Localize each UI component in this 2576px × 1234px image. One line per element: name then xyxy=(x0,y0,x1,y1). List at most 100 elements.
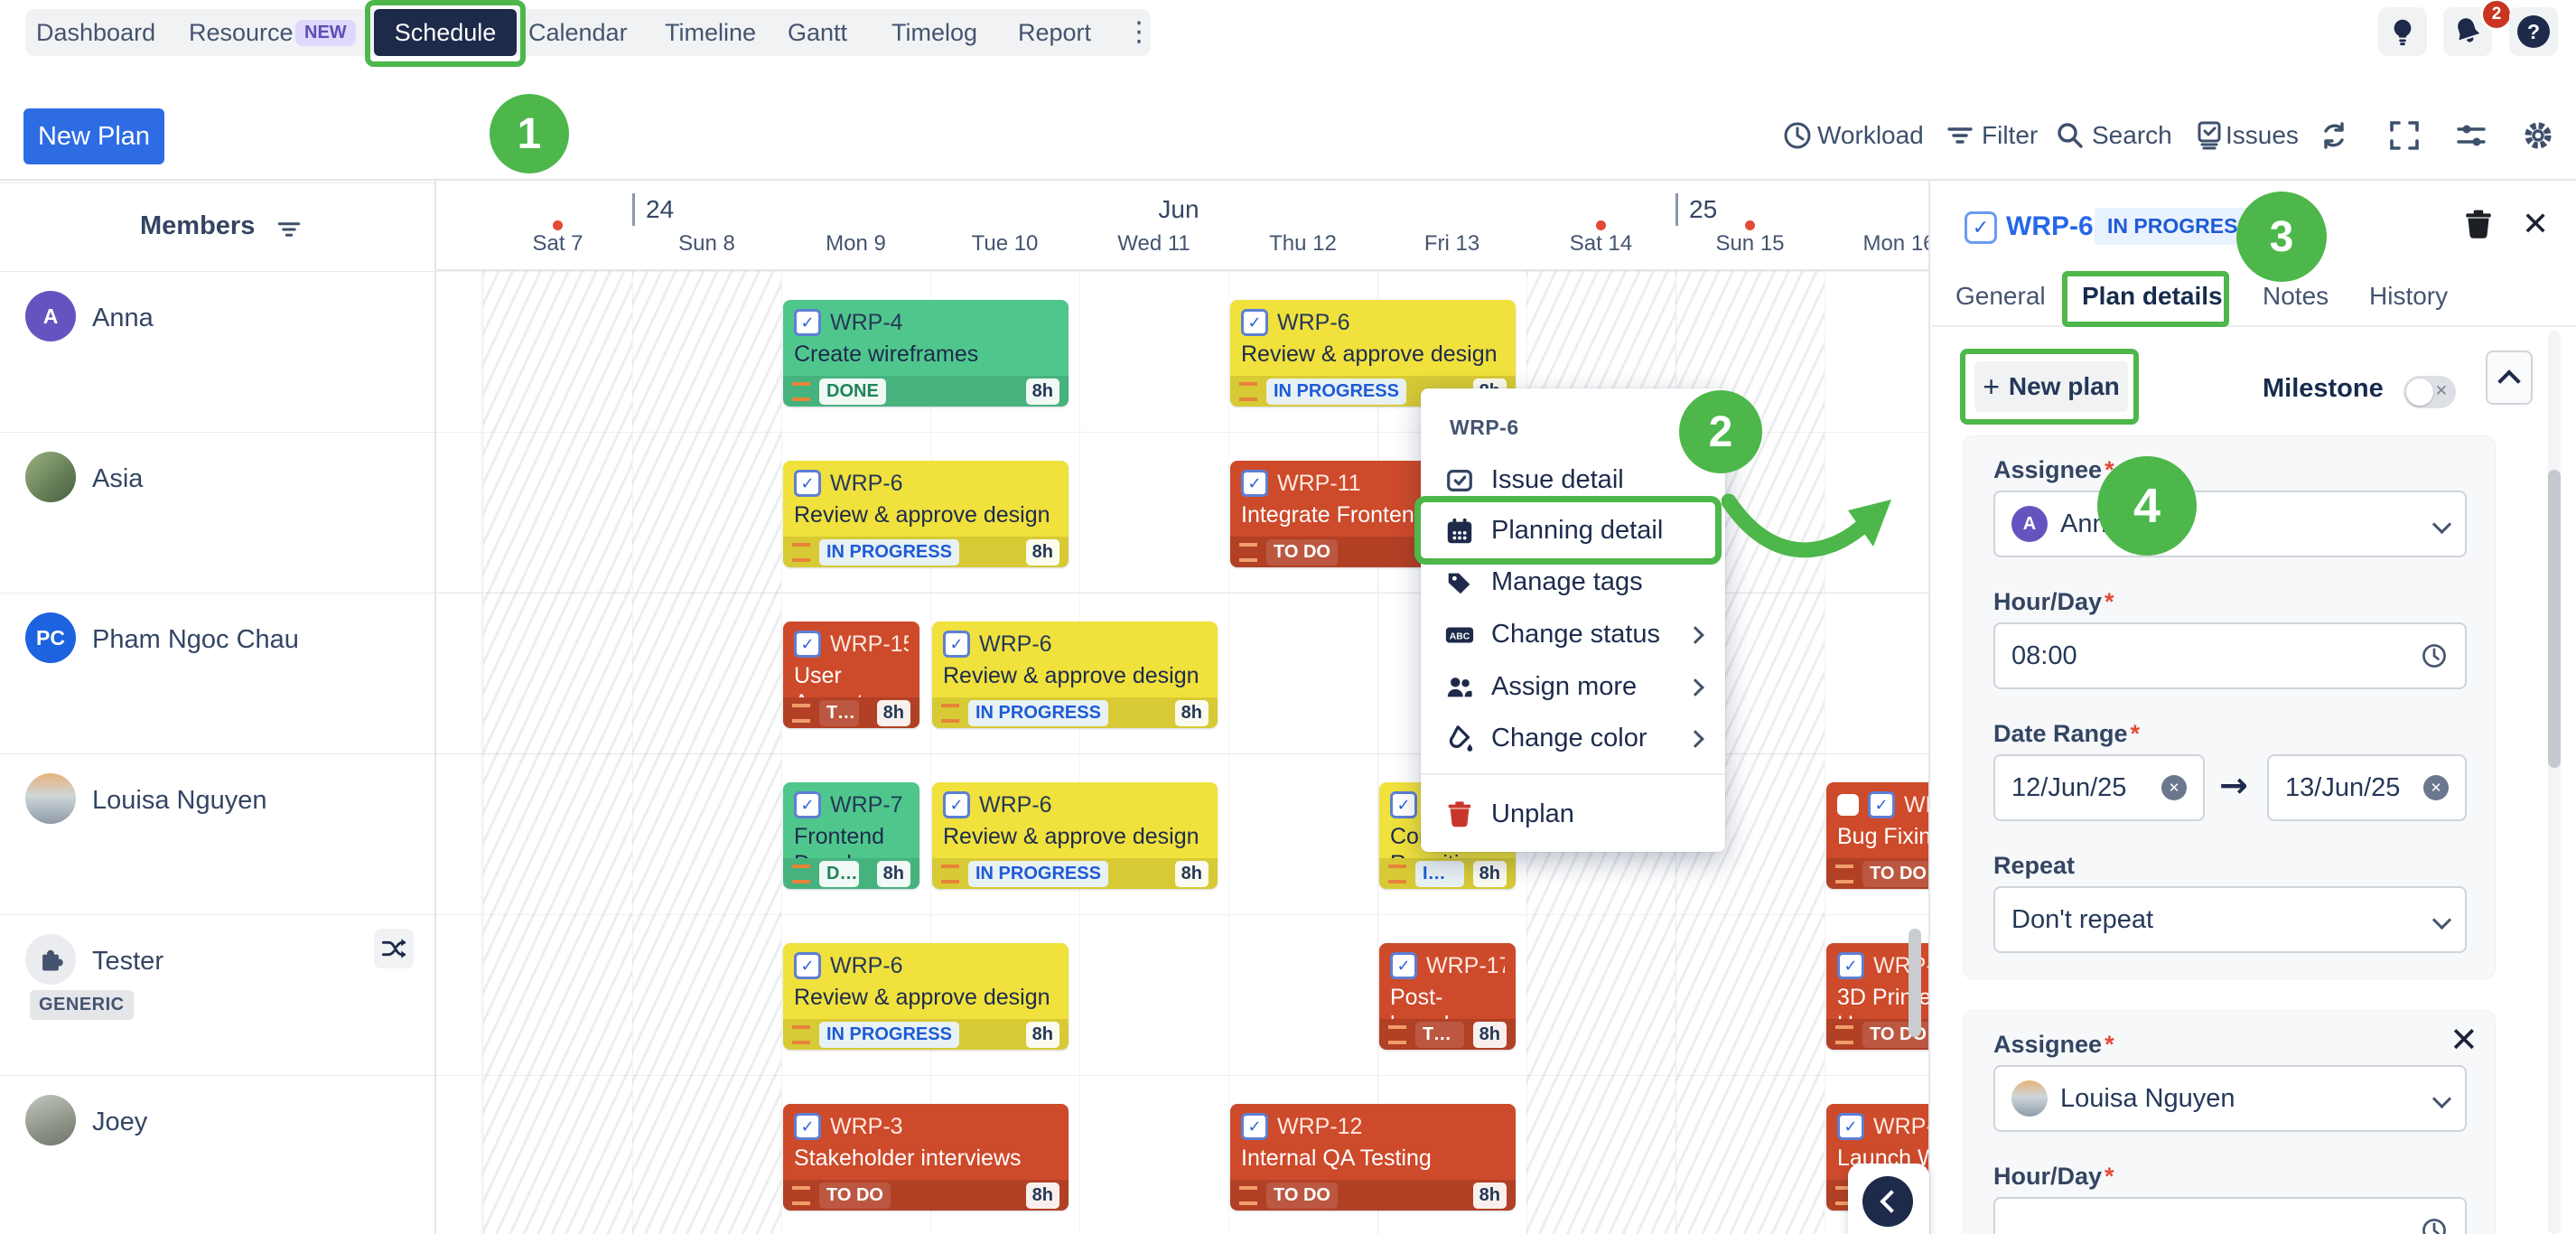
collapse-panel-button[interactable] xyxy=(1862,1176,1913,1227)
clear-date-icon[interactable]: ✕ xyxy=(2161,775,2187,800)
issues-button[interactable]: Issues xyxy=(2226,121,2299,149)
grid-scrollbar[interactable] xyxy=(1909,929,1921,1037)
new-plan-button[interactable]: New Plan xyxy=(23,108,164,164)
nav-resource[interactable]: Resource xyxy=(189,19,294,46)
card-title: Review & approve design xyxy=(1241,341,1498,367)
member-name[interactable]: Asia xyxy=(92,464,144,493)
date-start-input[interactable]: 12/Jun/25 ✕ xyxy=(1993,754,2205,821)
nav-schedule[interactable]: Schedule xyxy=(374,9,517,56)
hour-per-day-input[interactable]: 08:00 xyxy=(1993,622,2467,689)
task-card[interactable]: WRP-12 Internal QA Testing TO DO 8h xyxy=(1230,1104,1516,1211)
abc-status-icon: ABC xyxy=(1445,627,1474,642)
card-key: WRP-6 xyxy=(1277,309,1350,335)
repeat-select[interactable]: Don't repeat xyxy=(1993,886,2467,953)
menu-item-planning-detail[interactable]: Planning detail xyxy=(1421,505,1725,556)
task-type-icon xyxy=(1390,791,1417,818)
collapse-section-button[interactable] xyxy=(2486,351,2533,405)
filter-button[interactable]: Filter xyxy=(1982,121,2039,149)
task-card[interactable]: WRP-6 Review & approve design IN PROGRES… xyxy=(783,943,1069,1050)
task-card[interactable]: WRP-17 Post-launch Review TO DO 8h xyxy=(1379,943,1516,1050)
menu-item-issue-detail[interactable]: Issue detail xyxy=(1421,454,1725,506)
member-name[interactable]: Louisa Nguyen xyxy=(92,786,267,815)
menu-item-change-status[interactable]: ABC Change status xyxy=(1421,609,1725,660)
member-name[interactable]: Joey xyxy=(92,1108,148,1136)
issues-icon[interactable] xyxy=(2193,119,2226,152)
priority-icon xyxy=(1835,864,1853,883)
remove-plan-icon[interactable]: ✕ xyxy=(2450,1020,2478,1060)
view-settings-icon[interactable] xyxy=(2455,119,2487,152)
task-card[interactable]: WRP-6 Review & approve design IN PROGRES… xyxy=(932,622,1218,728)
member-name[interactable]: Tester xyxy=(92,947,163,976)
avatar-generic[interactable] xyxy=(25,934,76,985)
panel-scrollbar[interactable] xyxy=(2548,470,2561,768)
menu-item-unplan[interactable]: Unplan xyxy=(1421,789,1725,840)
avatar[interactable] xyxy=(25,1095,76,1145)
task-card[interactable]: WRP-1 Bug Fixing TO DO xyxy=(1826,782,1928,889)
menu-item-manage-tags[interactable]: Manage tags xyxy=(1421,556,1725,608)
card-hours: 8h xyxy=(1174,699,1209,726)
search-icon[interactable] xyxy=(2054,119,2086,152)
gear-icon[interactable] xyxy=(2522,119,2554,152)
panel-issue-key[interactable]: WRP-6 xyxy=(2006,211,2094,241)
filter-icon[interactable] xyxy=(1944,119,1976,152)
workload-clock-icon[interactable] xyxy=(1781,119,1814,152)
card-hours: 8h xyxy=(1025,1182,1059,1209)
avatar[interactable]: PC xyxy=(25,612,76,663)
hour-per-day-input[interactable] xyxy=(1993,1197,2467,1234)
member-name[interactable]: Pham Ngoc Chau xyxy=(92,625,299,654)
card-key: WRP-4 xyxy=(830,309,903,335)
nav-report[interactable]: Report xyxy=(1018,19,1092,46)
shuffle-assign-button[interactable] xyxy=(374,929,414,968)
nav-timelog[interactable]: Timelog xyxy=(891,19,978,46)
nav-timeline[interactable]: Timeline xyxy=(665,19,757,46)
member-name[interactable]: Anna xyxy=(92,304,154,332)
close-panel-icon[interactable]: ✕ xyxy=(2522,206,2550,243)
issue-detail-icon xyxy=(1447,469,1472,491)
workload-button[interactable]: Workload xyxy=(1817,121,1924,149)
nav-calendar[interactable]: Calendar xyxy=(528,19,628,46)
clear-date-icon[interactable]: ✕ xyxy=(2423,775,2449,800)
fullscreen-icon[interactable] xyxy=(2388,119,2421,152)
tab-notes[interactable]: Notes xyxy=(2263,282,2329,310)
delete-plan-icon[interactable] xyxy=(2461,208,2496,242)
members-filter-icon[interactable] xyxy=(275,215,303,244)
milestone-toggle[interactable]: ✕ xyxy=(2403,376,2456,408)
card-hours: 8h xyxy=(1025,538,1059,566)
status-badge[interactable]: IN PROGRESS xyxy=(2095,208,2264,245)
assignee-label: Assignee * xyxy=(1993,456,2114,483)
card-key: WRP-6 xyxy=(830,952,903,978)
tab-plan-details[interactable]: Plan details xyxy=(2082,282,2223,310)
card-status: TO DO xyxy=(1415,1021,1464,1048)
sync-icon[interactable] xyxy=(2318,119,2350,152)
task-card[interactable]: WRP-7 Frontend Development DONE 8h xyxy=(783,782,919,889)
context-menu-title: WRP-6 xyxy=(1450,416,1519,439)
add-plan-button[interactable]: New plan xyxy=(1974,361,2128,412)
menu-item-assign-more[interactable]: Assign more xyxy=(1421,661,1725,713)
nav-dashboard[interactable]: Dashboard xyxy=(36,19,156,46)
week-tick xyxy=(1675,193,1678,226)
notification-count-badge: 2 xyxy=(2480,0,2513,31)
nav-overflow-icon[interactable]: ⋮ xyxy=(1125,16,1153,48)
task-card[interactable]: WRP-4 Create wireframes DONE 8h xyxy=(783,300,1069,407)
avatar[interactable] xyxy=(25,773,76,824)
avatar[interactable]: A xyxy=(25,291,76,341)
chevron-up-icon xyxy=(2497,369,2521,393)
date-range-label: Date Range * xyxy=(1993,720,2141,747)
task-card[interactable]: WRP-3 Stakeholder interviews TO DO 8h xyxy=(783,1104,1069,1211)
card-title: User Acceptance xyxy=(794,663,912,697)
help-button[interactable]: ? xyxy=(2509,7,2558,56)
assignee-select[interactable]: A Anna xyxy=(1993,491,2467,557)
search-button[interactable]: Search xyxy=(2092,121,2172,149)
tips-button[interactable] xyxy=(2378,7,2427,56)
menu-item-change-color[interactable]: Change color xyxy=(1421,713,1725,764)
tab-general[interactable]: General xyxy=(1955,282,2046,310)
task-card[interactable]: WRP-15 User Acceptance TO DO 8h xyxy=(783,622,919,728)
task-card[interactable]: WRP-6 Review & approve design IN PROGRES… xyxy=(783,461,1069,567)
avatar[interactable] xyxy=(25,452,76,502)
assignee-select[interactable]: Louisa Nguyen xyxy=(1993,1065,2467,1132)
task-card[interactable]: WRP-6 Review & approve design IN PROGRES… xyxy=(932,782,1218,889)
tab-history[interactable]: History xyxy=(2369,282,2449,310)
date-end-input[interactable]: 13/Jun/25 ✕ xyxy=(2267,754,2467,821)
selection-checkbox[interactable] xyxy=(1837,794,1859,816)
nav-gantt[interactable]: Gantt xyxy=(788,19,848,46)
